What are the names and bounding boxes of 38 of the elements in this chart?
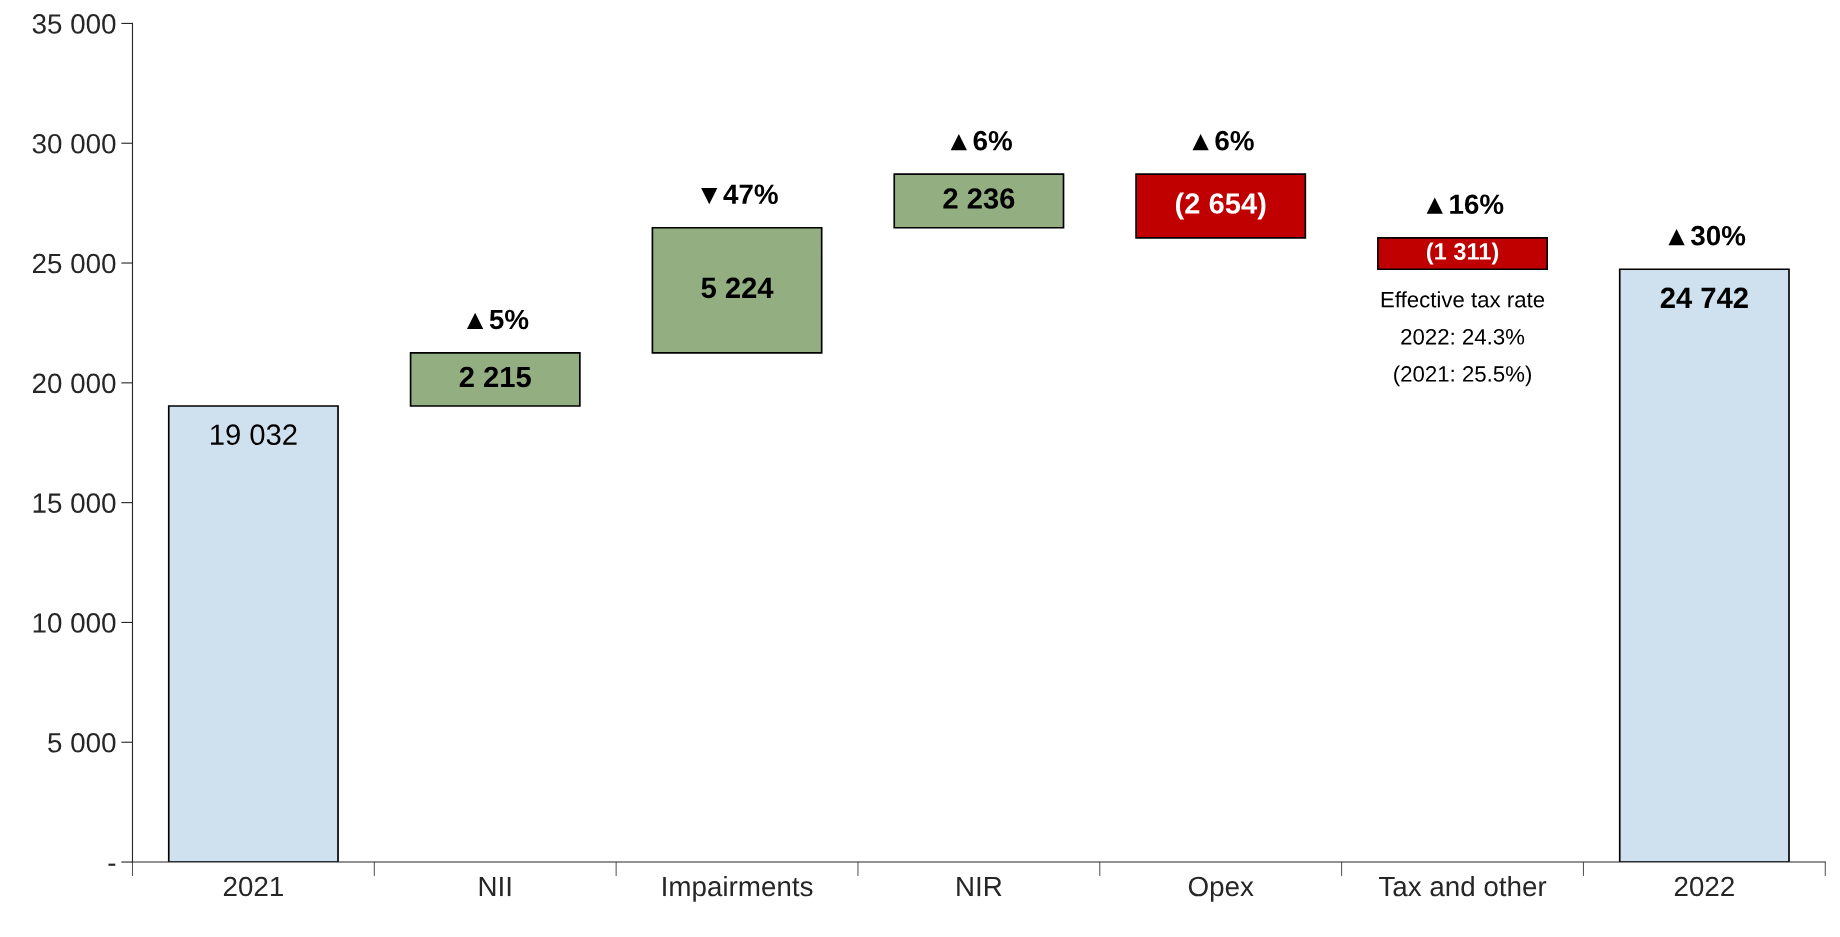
bar <box>409 352 581 407</box>
bar <box>1618 268 1790 863</box>
x-tick-label: NII <box>479 876 511 897</box>
y-tick-label: 5 000 <box>48 732 116 753</box>
annotation: ▲5% <box>467 309 529 330</box>
y-tick-label: 30 000 <box>32 133 116 154</box>
bar <box>893 173 1065 229</box>
bar <box>167 405 339 863</box>
data-label: (1 311) <box>1426 242 1499 265</box>
annotation: Effective tax rate <box>1381 291 1545 308</box>
annotation: ▼47% <box>701 184 778 205</box>
bar <box>651 226 823 354</box>
x-tick-label: Tax and other <box>1379 875 1547 897</box>
y-tick-label: 25 000 <box>32 253 116 274</box>
x-tick-label: 2021 <box>223 876 283 897</box>
annotation: ▲6% <box>1192 130 1254 151</box>
y-tick-label: 15 000 <box>33 493 116 513</box>
data-label: 24 742 <box>1660 287 1748 308</box>
data-label: 2 215 <box>459 366 531 388</box>
bar <box>1135 173 1307 239</box>
x-tick-label: Opex <box>1188 876 1254 902</box>
x-tick-label: 2022 <box>1674 876 1734 897</box>
annotation: 2022: 24.3% <box>1401 328 1525 345</box>
x-tick-label: NIR <box>957 876 1002 897</box>
annotation: ▲6% <box>950 130 1012 151</box>
y-tick-label: 10 000 <box>33 613 116 633</box>
data-label: 19 032 <box>211 424 297 445</box>
y-tick-label: 20 000 <box>32 373 116 394</box>
annotation: ▲16% <box>1426 194 1504 215</box>
data-label: 2 236 <box>943 188 1015 209</box>
data-label: (2 654) <box>1175 192 1266 220</box>
y-tick-label: 35 000 <box>32 14 116 34</box>
annotation: ▲30% <box>1668 225 1746 246</box>
y-tick-label: - <box>108 863 116 866</box>
x-tick-label: Impairments <box>663 875 813 902</box>
annotation: (2021: 25.5%) <box>1394 365 1531 387</box>
bar <box>1377 236 1549 271</box>
data-label: 5 224 <box>701 277 774 299</box>
